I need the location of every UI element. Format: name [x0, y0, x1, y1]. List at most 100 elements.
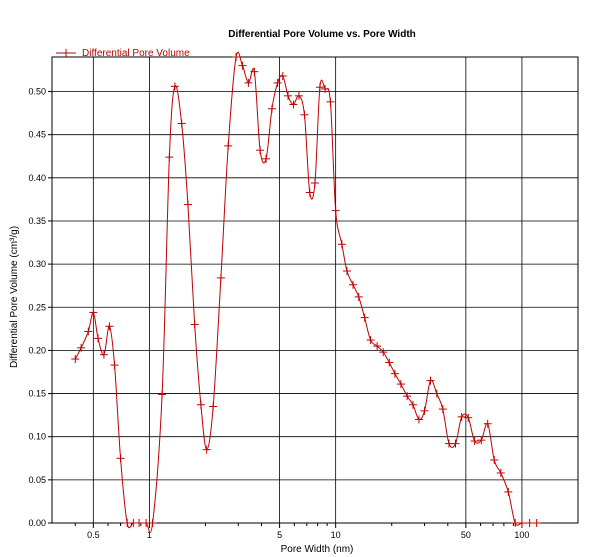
y-tick-label: 0.05	[28, 475, 46, 485]
data-point-marker	[284, 91, 293, 100]
y-tick-label: 0.00	[28, 518, 46, 528]
data-point-marker	[385, 358, 394, 367]
y-tick-label: 0.25	[28, 302, 46, 312]
data-point-marker	[232, 53, 241, 61]
data-point-marker	[110, 361, 119, 370]
data-point-marker	[525, 519, 534, 527]
data-point-marker	[315, 83, 324, 92]
data-point-marker	[366, 336, 375, 345]
data-point-marker	[89, 308, 98, 317]
x-axis-ticks: 0.5 1 5 10 50 100	[74, 523, 529, 540]
plot-area-frame	[51, 56, 579, 524]
data-point-marker	[278, 71, 287, 80]
data-point-marker	[148, 519, 157, 527]
data-point-marker	[420, 406, 429, 415]
data-point-marker	[116, 454, 125, 463]
data-point-marker	[414, 415, 423, 424]
x-tick-label: 1	[147, 530, 152, 540]
data-point-marker	[216, 273, 225, 282]
x-tick-label: 0.5	[87, 530, 100, 540]
data-point-marker	[321, 84, 330, 93]
data-point-marker	[84, 327, 93, 336]
y-tick-label: 0.30	[28, 259, 46, 269]
data-point-marker	[504, 487, 513, 496]
data-point-marker	[403, 392, 412, 401]
data-point-marker	[511, 519, 520, 527]
x-tick-label: 10	[331, 530, 341, 540]
data-point-marker	[305, 188, 314, 197]
data-point-marker	[244, 78, 253, 87]
data-point-marker	[190, 320, 199, 329]
data-point-marker	[183, 200, 192, 209]
x-tick-label: 100	[514, 530, 529, 540]
data-point-marker	[379, 348, 388, 357]
data-point-marker	[483, 419, 492, 428]
series-markers	[71, 53, 541, 527]
data-point-marker	[360, 313, 369, 322]
data-point-marker	[289, 100, 298, 109]
data-point-marker	[517, 519, 526, 527]
data-point-marker	[477, 436, 486, 445]
x-tick-label: 50	[461, 530, 471, 540]
data-point-marker	[209, 402, 218, 411]
data-point-marker	[294, 91, 303, 100]
data-point-marker	[326, 97, 335, 106]
data-point-marker	[496, 468, 505, 477]
data-point-marker	[464, 413, 473, 422]
chart-title: Differential Pore Volume vs. Pore Width	[228, 29, 416, 40]
legend: Differential Pore Volume	[56, 48, 190, 59]
data-point-marker	[470, 437, 479, 446]
data-point-marker	[438, 405, 447, 414]
data-point-marker	[390, 369, 399, 378]
data-point-marker	[273, 78, 282, 87]
data-point-marker	[177, 119, 186, 128]
data-point-marker	[71, 355, 80, 364]
y-tick-label: 0.10	[28, 432, 46, 442]
data-point-marker	[408, 400, 417, 409]
y-axis-ticks: 0.00 0.05 0.10 0.15 0.20 0.25 0.30 0.35 0.40 0.45…	[28, 87, 52, 528]
x-tick-label: 5	[277, 530, 282, 540]
data-point-marker	[262, 154, 271, 163]
data-point-marker	[331, 206, 340, 215]
data-point-marker	[342, 267, 351, 276]
data-point-marker	[300, 110, 309, 119]
y-tick-label: 0.45	[28, 130, 46, 140]
data-point-marker	[373, 342, 382, 351]
data-point-marker	[238, 61, 247, 70]
data-point-marker	[202, 445, 211, 454]
data-point-marker	[490, 456, 499, 465]
series-line-differential-pore-volume	[74, 51, 537, 533]
y-axis-label: Differential Pore Volume (cm³/g)	[9, 226, 20, 368]
y-tick-label: 0.20	[28, 345, 46, 355]
data-point-marker	[224, 141, 233, 150]
y-tick-label: 0.40	[28, 173, 46, 183]
data-point-marker	[354, 292, 363, 301]
data-point-marker	[256, 146, 265, 155]
data-point-marker	[426, 376, 435, 385]
data-point-marker	[451, 439, 460, 448]
data-point-marker	[94, 334, 103, 343]
data-point-marker	[196, 400, 205, 409]
data-point-marker	[432, 389, 441, 398]
data-point-marker	[77, 343, 86, 352]
data-point-marker	[349, 280, 358, 289]
y-tick-label: 0.15	[28, 389, 46, 399]
data-point-marker	[310, 178, 319, 187]
data-point-marker	[250, 67, 259, 76]
y-tick-label: 0.50	[28, 87, 46, 97]
data-point-marker	[165, 153, 174, 162]
data-point-marker	[396, 380, 405, 389]
y-tick-label: 0.35	[28, 216, 46, 226]
data-point-marker	[105, 322, 114, 331]
data-point-marker	[337, 240, 346, 249]
grid	[52, 57, 578, 524]
data-point-marker	[457, 412, 466, 421]
data-point-marker	[99, 350, 108, 359]
data-point-marker	[267, 104, 276, 113]
data-point-marker	[135, 519, 144, 527]
legend-label: Differential Pore Volume	[82, 48, 190, 59]
data-point-marker	[170, 82, 179, 91]
data-point-marker	[158, 390, 167, 399]
x-axis-label: Pore Width (nm)	[281, 544, 354, 555]
